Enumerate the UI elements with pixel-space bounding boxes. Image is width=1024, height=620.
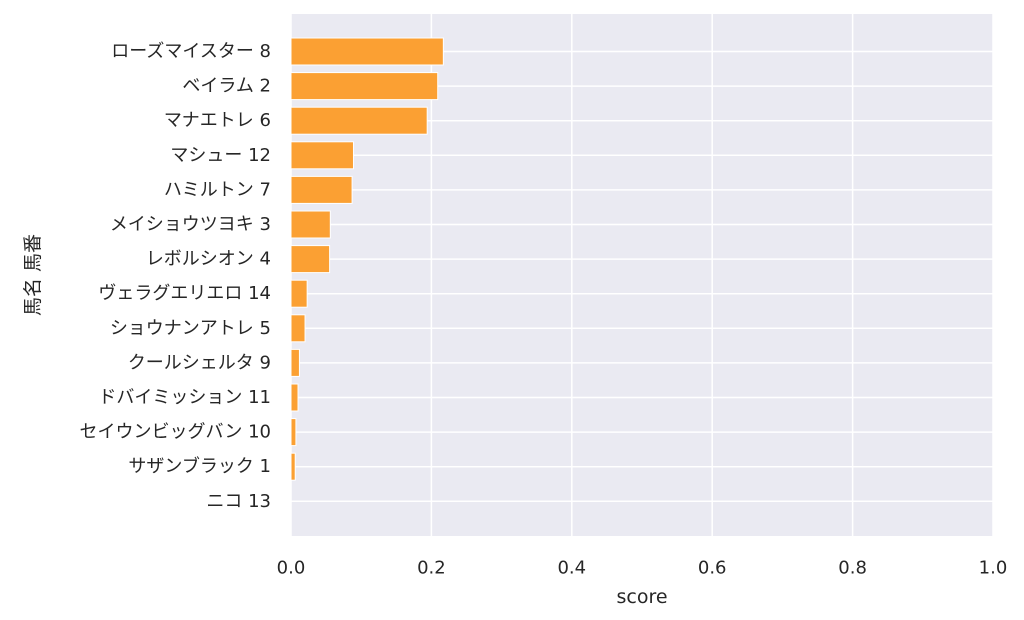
x-tick-label: 0.8 [838,558,867,579]
y-tick-label: ローズマイスター 8 [111,41,271,62]
bar [290,37,444,66]
x-tick-label: 0.2 [417,558,446,579]
y-tick-label: マシュー 12 [170,145,271,166]
bar [290,348,300,377]
x-tick-label: 1.0 [979,558,1008,579]
plot-background [291,14,993,536]
bar [290,72,439,101]
x-tick-label: 0.0 [277,558,306,579]
x-tick-label: 0.4 [557,558,586,579]
bar [290,106,428,135]
y-tick-label: クールシェルタ 9 [128,352,271,373]
y-tick-label: ベイラム 2 [182,76,271,97]
y-tick-label: レボルシオン 4 [146,249,271,270]
bar [290,175,353,204]
bar [290,452,296,481]
y-tick-label: ニコ 13 [206,491,271,512]
bar [290,245,331,274]
y-axis-label: 馬名 馬番 [22,234,44,316]
y-tick-label: ハミルトン 7 [164,179,271,200]
bar [290,279,308,308]
x-tick-label: 0.6 [698,558,727,579]
y-tick-label: ドバイミッション 11 [98,387,271,408]
bar [290,314,306,343]
y-tick-label: ショウナンアトレ 5 [110,318,271,339]
y-tick-label: マナエトレ 6 [164,110,271,131]
x-axis-label: score [616,586,667,608]
bar [290,418,297,447]
y-tick-label: セイウンビッグバン 10 [79,422,271,443]
bar [290,210,331,239]
y-tick-label: メイショウツヨキ 3 [110,214,271,235]
y-tick-label: サザンブラック 1 [128,455,271,477]
bars [290,37,444,481]
bar [290,383,299,412]
y-tick-labels: ローズマイスター 8 ベイラム 2 マナエトレ 6 マシュー 12 ハミルトン 7 メイシ… [79,41,271,512]
x-tick-labels: 0.0 0.2 0.4 0.6 0.8 1.0 [277,558,1008,579]
bar [290,141,354,170]
y-tick-label: ヴェラグエリエロ 14 [98,283,271,304]
